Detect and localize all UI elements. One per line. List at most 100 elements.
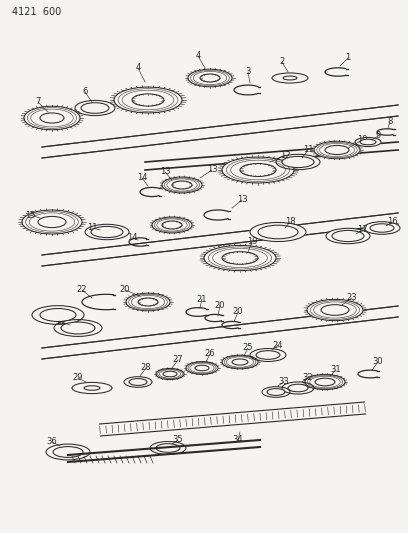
Ellipse shape — [282, 382, 315, 394]
Text: 4: 4 — [195, 52, 201, 61]
Text: 32: 32 — [303, 374, 313, 383]
Text: 26: 26 — [205, 350, 215, 359]
Ellipse shape — [132, 94, 164, 106]
Ellipse shape — [124, 376, 153, 387]
Ellipse shape — [84, 224, 129, 240]
Text: 27: 27 — [173, 356, 183, 365]
Ellipse shape — [53, 447, 83, 457]
Ellipse shape — [275, 154, 321, 170]
Ellipse shape — [40, 113, 64, 123]
Text: 12: 12 — [280, 150, 290, 159]
Ellipse shape — [315, 378, 335, 386]
Ellipse shape — [40, 309, 76, 321]
Ellipse shape — [23, 106, 81, 130]
Ellipse shape — [75, 100, 115, 116]
Text: 15: 15 — [25, 211, 35, 220]
Text: 10: 10 — [357, 135, 367, 144]
Ellipse shape — [172, 181, 192, 189]
Text: 1: 1 — [346, 53, 350, 62]
Text: 20: 20 — [120, 286, 130, 295]
Text: 30: 30 — [373, 358, 383, 367]
Ellipse shape — [364, 221, 401, 235]
Text: 21: 21 — [197, 295, 207, 303]
Ellipse shape — [355, 137, 381, 147]
Ellipse shape — [162, 221, 182, 229]
Ellipse shape — [360, 139, 376, 145]
Text: 24: 24 — [273, 341, 283, 350]
Ellipse shape — [370, 224, 394, 232]
Text: 17: 17 — [357, 225, 367, 235]
Text: 23: 23 — [347, 294, 357, 303]
Text: 13: 13 — [237, 196, 247, 205]
Ellipse shape — [240, 164, 276, 176]
Ellipse shape — [326, 228, 370, 244]
Ellipse shape — [200, 74, 220, 82]
Ellipse shape — [187, 69, 233, 87]
Ellipse shape — [81, 103, 109, 114]
Ellipse shape — [250, 348, 286, 362]
Text: 3: 3 — [245, 68, 251, 77]
Text: 25: 25 — [243, 343, 253, 352]
Ellipse shape — [250, 222, 306, 242]
Ellipse shape — [129, 378, 147, 385]
Text: 22: 22 — [77, 286, 87, 295]
Ellipse shape — [53, 319, 102, 337]
Ellipse shape — [113, 86, 183, 114]
Text: 16: 16 — [387, 217, 397, 227]
Ellipse shape — [332, 230, 364, 241]
Text: 36: 36 — [47, 438, 58, 447]
Text: 20: 20 — [215, 301, 225, 310]
Text: 19: 19 — [247, 238, 257, 246]
Text: 13: 13 — [160, 167, 170, 176]
Ellipse shape — [21, 209, 83, 235]
Text: 13: 13 — [207, 166, 217, 174]
Ellipse shape — [31, 305, 84, 325]
Text: 11: 11 — [87, 223, 97, 232]
Ellipse shape — [138, 298, 158, 306]
Ellipse shape — [288, 384, 308, 392]
Text: 14: 14 — [137, 174, 147, 182]
Ellipse shape — [267, 389, 285, 395]
Ellipse shape — [232, 359, 248, 365]
Ellipse shape — [321, 305, 349, 316]
Ellipse shape — [163, 371, 177, 377]
Ellipse shape — [203, 245, 277, 271]
Ellipse shape — [283, 76, 297, 80]
Text: 11: 11 — [303, 146, 313, 155]
Ellipse shape — [71, 382, 113, 394]
Text: 8: 8 — [387, 117, 392, 126]
Text: 34: 34 — [233, 435, 243, 445]
Ellipse shape — [151, 216, 193, 233]
Ellipse shape — [156, 443, 180, 453]
Ellipse shape — [258, 225, 298, 239]
Text: 4121  600: 4121 600 — [12, 7, 61, 17]
Ellipse shape — [222, 252, 258, 264]
Text: 2: 2 — [279, 58, 285, 67]
Text: 29: 29 — [73, 374, 83, 383]
Ellipse shape — [271, 72, 308, 83]
Text: 6: 6 — [82, 87, 88, 96]
Ellipse shape — [61, 322, 95, 334]
Ellipse shape — [195, 365, 209, 371]
Ellipse shape — [325, 146, 349, 155]
Text: 4: 4 — [135, 63, 141, 72]
Ellipse shape — [125, 293, 171, 311]
Ellipse shape — [84, 386, 100, 390]
Ellipse shape — [149, 441, 186, 455]
Text: 18: 18 — [285, 217, 295, 227]
Ellipse shape — [221, 157, 295, 183]
Ellipse shape — [161, 176, 203, 193]
Ellipse shape — [306, 299, 364, 321]
Text: 9: 9 — [375, 132, 381, 141]
Text: 35: 35 — [173, 435, 183, 445]
Ellipse shape — [304, 374, 346, 390]
Ellipse shape — [282, 156, 314, 167]
Text: 22: 22 — [57, 318, 67, 327]
Ellipse shape — [262, 386, 290, 398]
Text: 33: 33 — [279, 377, 289, 386]
Ellipse shape — [155, 368, 185, 380]
Ellipse shape — [256, 351, 280, 359]
Text: 31: 31 — [331, 366, 341, 375]
Text: 14: 14 — [127, 233, 137, 243]
Ellipse shape — [91, 227, 123, 238]
